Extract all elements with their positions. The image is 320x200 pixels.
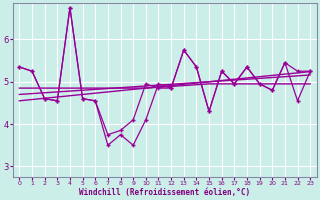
X-axis label: Windchill (Refroidissement éolien,°C): Windchill (Refroidissement éolien,°C) — [79, 188, 250, 197]
